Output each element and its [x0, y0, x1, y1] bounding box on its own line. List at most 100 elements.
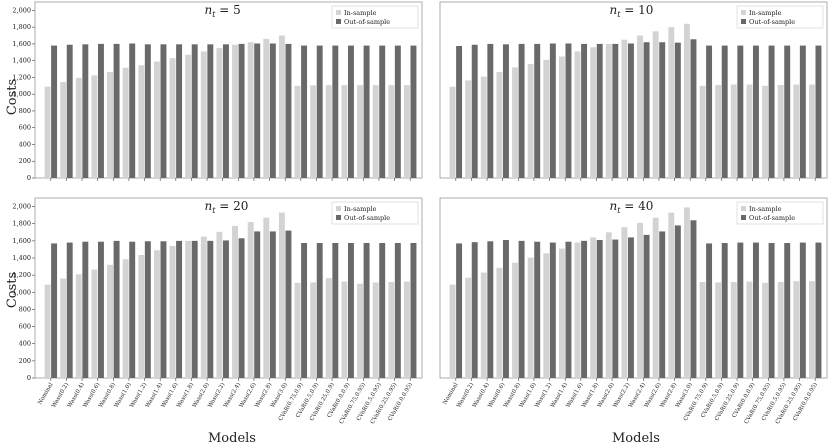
chart-panel-4: NominalWass(0.2)Wass(0.4)Wass(0.6)Wass(0…	[439, 197, 828, 425]
bar-in-sample	[762, 85, 769, 178]
legend-box	[736, 201, 824, 225]
bar-out-of-sample	[659, 42, 666, 178]
bar-out-of-sample	[706, 45, 713, 179]
bar-in-sample	[278, 35, 285, 179]
bar-out-of-sample	[238, 238, 245, 378]
bar-out-of-sample	[799, 45, 806, 179]
bar-in-sample	[793, 281, 800, 378]
y-tick-label: 0	[27, 174, 31, 182]
bar-out-of-sample	[269, 43, 276, 178]
bar-out-of-sample	[784, 45, 791, 179]
bar-out-of-sample	[581, 43, 588, 179]
bar-out-of-sample	[643, 234, 650, 378]
bar-out-of-sample	[113, 240, 120, 378]
bar-out-of-sample	[191, 44, 198, 179]
bar-in-sample	[637, 35, 644, 179]
legend-swatch-in-sample	[336, 10, 341, 15]
bar-out-of-sample	[316, 243, 323, 378]
bar-out-of-sample	[471, 242, 478, 378]
bar-out-of-sample	[285, 230, 292, 378]
bar-in-sample	[449, 86, 456, 178]
x-tick-label: Nominal	[442, 382, 459, 406]
bar-in-sample	[294, 282, 301, 378]
legend-box	[331, 201, 419, 225]
bar-out-of-sample	[487, 241, 494, 378]
bar-in-sample	[341, 281, 348, 378]
bar-out-of-sample	[752, 45, 759, 179]
bar-in-sample	[169, 246, 176, 378]
bar-in-sample	[294, 85, 301, 178]
bar-in-sample	[278, 212, 285, 378]
bar-out-of-sample	[347, 243, 354, 378]
bar-in-sample	[543, 253, 550, 378]
legend-box	[331, 5, 419, 29]
bar-in-sample	[730, 84, 737, 178]
bar-in-sample	[185, 240, 192, 378]
bar-in-sample	[808, 84, 815, 178]
legend-label-in-sample: In-sample	[749, 205, 782, 213]
bar-out-of-sample	[612, 43, 619, 179]
legend-label-in-sample: In-sample	[344, 9, 377, 17]
bar-out-of-sample	[176, 44, 183, 179]
bar-out-of-sample	[332, 45, 339, 179]
bar-out-of-sample	[160, 44, 167, 179]
bar-in-sample	[107, 71, 114, 178]
bar-out-of-sample	[737, 45, 744, 179]
bar-out-of-sample	[394, 243, 401, 378]
bar-in-sample	[605, 232, 612, 378]
bar-in-sample	[512, 262, 519, 378]
bar-in-sample	[75, 274, 82, 378]
bar-out-of-sample	[82, 44, 89, 179]
y-tick-label: 2,000	[12, 203, 31, 211]
y-tick-label: 1,800	[12, 23, 31, 31]
bar-out-of-sample	[456, 243, 463, 378]
bar-out-of-sample	[752, 242, 759, 378]
y-tick-label: 0	[27, 374, 31, 382]
bar-out-of-sample	[737, 242, 744, 378]
bar-in-sample	[122, 259, 129, 378]
bar-in-sample	[372, 282, 379, 378]
bar-in-sample	[310, 282, 317, 378]
legend-swatch-out-of-sample	[741, 19, 746, 24]
bar-in-sample	[357, 283, 364, 378]
chart-panel-1: 0 200 400 600 800 1,000 1,200 1,400 1,600 1,800 2,…	[12, 1, 423, 182]
legend-label-out-of-sample: Out-of-sample	[344, 18, 390, 26]
bar-out-of-sample	[410, 243, 417, 378]
bar-in-sample	[558, 248, 565, 378]
bar-in-sample	[590, 47, 597, 178]
bar-in-sample	[574, 242, 581, 378]
bar-in-sample	[683, 23, 690, 178]
y-tick-label: 600	[19, 323, 31, 331]
bar-out-of-sample	[316, 45, 323, 179]
bar-in-sample	[138, 65, 145, 178]
bar-out-of-sample	[643, 42, 650, 178]
bar-in-sample	[543, 59, 550, 179]
bar-in-sample	[730, 282, 737, 378]
bar-out-of-sample	[347, 45, 354, 179]
legend-box	[736, 5, 824, 29]
bar-in-sample	[652, 217, 659, 378]
bar-out-of-sample	[254, 43, 261, 178]
bar-in-sample	[668, 212, 675, 378]
bar-in-sample	[668, 27, 675, 179]
bar-out-of-sample	[332, 243, 339, 378]
bar-out-of-sample	[565, 43, 572, 178]
y-tick-label: 1,400	[12, 57, 31, 65]
panel-title: nt = 40	[610, 199, 654, 215]
bar-out-of-sample	[534, 241, 541, 378]
bar-out-of-sample	[534, 43, 541, 179]
bar-in-sample	[263, 217, 270, 378]
bar-in-sample	[403, 281, 410, 378]
bar-out-of-sample	[627, 43, 634, 178]
bar-out-of-sample	[144, 241, 151, 378]
bar-out-of-sample	[581, 240, 588, 378]
bar-in-sample	[715, 84, 722, 178]
bar-out-of-sample	[51, 243, 58, 378]
bar-out-of-sample	[596, 43, 603, 179]
bar-in-sample	[808, 281, 815, 378]
bar-in-sample	[558, 56, 565, 178]
bar-out-of-sample	[97, 43, 104, 179]
chart-panel-3: 0 200 400 600 800 1,000 1,200 1,400 1,600 1,800 2,…	[12, 197, 423, 425]
